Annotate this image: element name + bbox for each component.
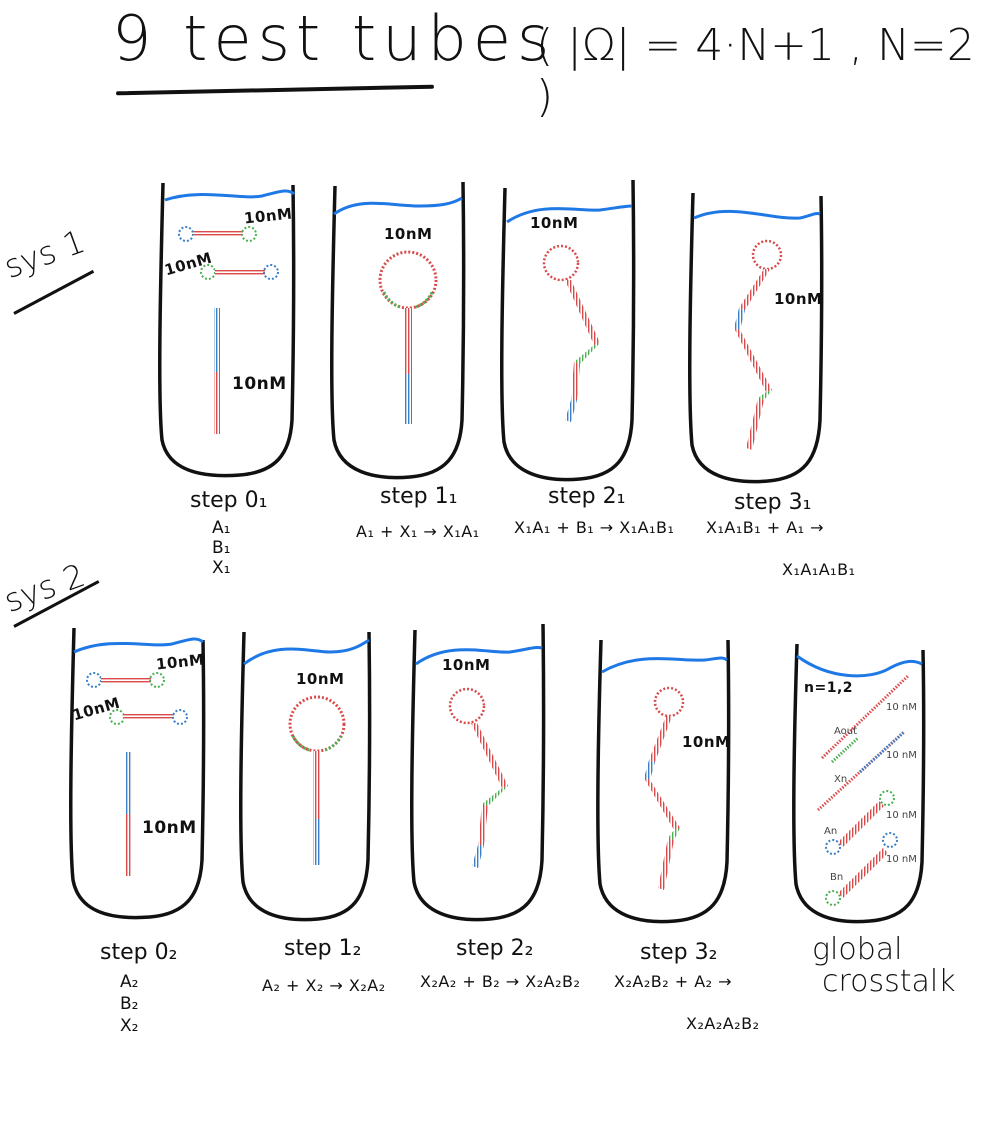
step-species: X₁ bbox=[212, 558, 231, 578]
reaction-product: X₂A₂A₂B₂ bbox=[686, 1014, 760, 1033]
tube-sys2-step0 bbox=[69, 627, 206, 920]
step-title: step 2₁ bbox=[548, 484, 626, 509]
step-title: step 0₂ bbox=[100, 940, 178, 965]
conc-label: 10nM bbox=[682, 733, 731, 751]
step-species: B₂ bbox=[120, 994, 139, 1014]
tube-sys2-step2 bbox=[410, 623, 546, 922]
global-n-label: n=1,2 bbox=[804, 680, 853, 696]
step-title: step 1₁ bbox=[380, 484, 458, 509]
step-title: step 1₂ bbox=[284, 936, 362, 961]
formula: ( |Ω| = 4·N+1 , N=2 ) bbox=[536, 20, 975, 122]
tube-sys1-step3 bbox=[688, 192, 824, 484]
species-an: An bbox=[824, 826, 838, 837]
species-xn: Xn bbox=[834, 774, 848, 785]
conc-label: 10nM bbox=[296, 670, 345, 688]
conc-label: 10nM bbox=[442, 656, 491, 674]
reaction: X₁A₁B₁ + A₁ → bbox=[706, 518, 825, 537]
step-species: X₂ bbox=[120, 1016, 139, 1036]
tube-sys2-step1 bbox=[239, 631, 372, 922]
global-conc: 10 nM bbox=[886, 810, 917, 821]
step-species: B₁ bbox=[212, 538, 231, 558]
conc-label: 10nM bbox=[142, 818, 197, 838]
reaction: X₂A₂B₂ + A₂ → bbox=[614, 972, 733, 991]
reaction: X₂A₂ + B₂ → X₂A₂B₂ bbox=[420, 972, 581, 991]
conc-label: 10nM bbox=[384, 225, 433, 243]
global-conc: 10 nM bbox=[886, 702, 917, 713]
species-aout: Aout bbox=[834, 726, 858, 737]
conc-label: 10nM bbox=[232, 374, 287, 394]
reaction-product: X₁A₁A₁B₁ bbox=[782, 560, 856, 579]
page-title: 9 test tubes bbox=[112, 2, 556, 75]
global-conc: 10 nM bbox=[886, 854, 917, 865]
step-title: step 2₂ bbox=[456, 936, 534, 961]
step-species: A₂ bbox=[120, 972, 139, 992]
reaction: A₂ + X₂ → X₂A₂ bbox=[262, 976, 386, 995]
step-title: step 3₁ bbox=[734, 490, 812, 515]
step-species: A₁ bbox=[212, 518, 231, 538]
step-title: step 0₁ bbox=[190, 488, 268, 513]
tube-sys2-step3 bbox=[596, 639, 731, 924]
global-title-line2: crosstalk bbox=[822, 964, 956, 999]
species-bn: Bn bbox=[830, 872, 844, 883]
reaction: A₁ + X₁ → X₁A₁ bbox=[356, 522, 480, 541]
step-title: step 3₂ bbox=[640, 940, 718, 965]
tube-sys1-step1 bbox=[330, 181, 466, 480]
tube-global-crosstalk bbox=[792, 643, 926, 924]
global-conc: 10 nM bbox=[886, 750, 917, 761]
tube-sys1-step0 bbox=[158, 182, 296, 478]
global-title-line1: global bbox=[812, 932, 903, 967]
reaction: X₁A₁ + B₁ → X₁A₁B₁ bbox=[514, 518, 675, 537]
conc-label: 10nM bbox=[530, 214, 579, 232]
tube-sys1-step2 bbox=[500, 179, 636, 482]
conc-label: 10nM bbox=[774, 290, 823, 308]
